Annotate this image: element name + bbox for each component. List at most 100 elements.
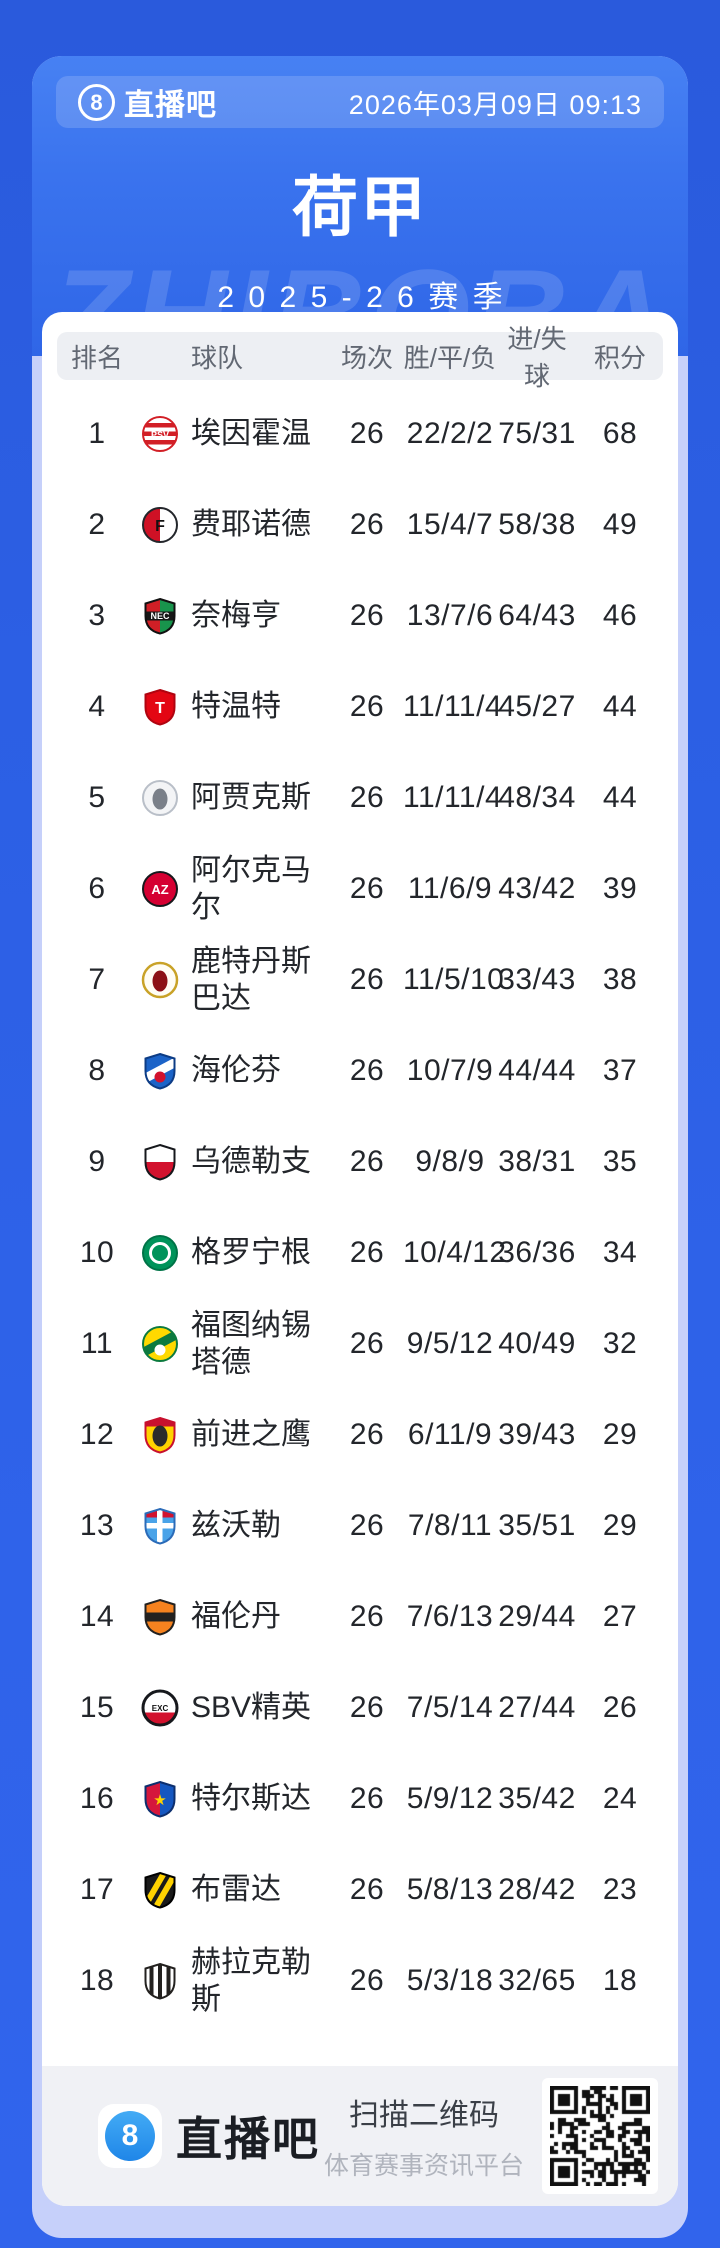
top-bar: 8 直播吧 2026年03月09日 09:13 xyxy=(56,76,664,128)
table-row[interactable]: 9 乌德勒支 26 9/8/9 38/31 35 xyxy=(42,1116,678,1207)
wdl-cell: 9/5/12 xyxy=(406,1326,494,1360)
goals-cell: 32/65 xyxy=(498,1963,576,1997)
goals-cell: 43/42 xyxy=(498,871,576,905)
team-logo-icon: EXC xyxy=(137,1689,183,1727)
brand-logo-text: 直播吧 xyxy=(124,89,217,122)
table-row[interactable]: 5 阿贾克斯 26 11/11/4 48/34 44 xyxy=(42,752,678,843)
team-logo-icon xyxy=(137,1416,183,1454)
table-row[interactable]: 1 PSV 埃因霍温 26 22/2/2 75/31 68 xyxy=(42,388,678,479)
table-row[interactable]: 7 鹿特丹斯巴达 26 11/5/10 33/43 38 xyxy=(42,934,678,1025)
goals-cell: 36/36 xyxy=(498,1235,576,1269)
team-name: 特温特 xyxy=(191,690,281,723)
table-row[interactable]: 18 赫拉克勒斯 26 5/3/18 32/65 18 xyxy=(42,1935,678,2026)
played-cell: 26 xyxy=(349,1326,385,1360)
rank-cell: 4 xyxy=(88,689,106,723)
col-rank: 排名 xyxy=(70,342,123,373)
col-wdl: 胜/平/负 xyxy=(403,342,497,373)
points-cell: 18 xyxy=(602,1963,638,1997)
footer-logo-tile: 8 xyxy=(98,2104,162,2168)
points-cell: 29 xyxy=(602,1508,638,1542)
rank-cell: 9 xyxy=(88,1144,106,1178)
rank-cell: 8 xyxy=(88,1053,106,1087)
svg-text:EXC: EXC xyxy=(152,1704,169,1713)
svg-text:F: F xyxy=(155,518,165,535)
team-name: 乌德勒支 xyxy=(191,1145,311,1178)
table-row[interactable]: 13 兹沃勒 26 7/8/11 35/51 29 xyxy=(42,1480,678,1571)
footer-brand-logo: 8 直播吧 xyxy=(98,2103,320,2169)
points-cell: 27 xyxy=(602,1599,638,1633)
footer: 8 直播吧 扫描二维码 体育赛事资讯平台 xyxy=(42,2066,678,2206)
table-row[interactable]: 11 福图纳锡塔德 26 9/5/12 40/49 32 xyxy=(42,1298,678,1389)
rank-cell: 5 xyxy=(88,780,106,814)
table-row[interactable]: 8 海伦芬 26 10/7/9 44/44 37 xyxy=(42,1025,678,1116)
rank-cell: 13 xyxy=(79,1508,115,1542)
team-name: SBV精英 xyxy=(191,1691,312,1724)
wdl-cell: 15/4/7 xyxy=(406,507,494,541)
rank-cell: 11 xyxy=(80,1326,114,1360)
table-row[interactable]: 6 AZ 阿尔克马尔 26 11/6/9 43/42 39 xyxy=(42,843,678,934)
page-title: 荷甲 xyxy=(292,170,428,244)
wdl-cell: 5/8/13 xyxy=(406,1872,494,1906)
table-row[interactable]: 2 F 费耶诺德 26 15/4/7 58/38 49 xyxy=(42,479,678,570)
team-logo-icon: F xyxy=(137,506,183,544)
wdl-cell: 5/9/12 xyxy=(406,1781,494,1815)
table-row[interactable]: 3 NEC 奈梅亨 26 13/7/6 64/43 46 xyxy=(42,570,678,661)
table-row[interactable]: 10 格罗宁根 26 10/4/12 36/36 34 xyxy=(42,1207,678,1298)
col-points: 积分 xyxy=(593,342,646,373)
goals-cell: 58/38 xyxy=(498,507,576,541)
zhibo8-logo-icon: 8 xyxy=(105,2111,155,2161)
wdl-cell: 5/3/18 xyxy=(406,1963,494,1997)
wdl-cell: 11/6/9 xyxy=(407,871,493,905)
wdl-cell: 10/4/12 xyxy=(403,1235,507,1269)
team-logo-icon: T xyxy=(137,688,183,726)
team-name: 布雷达 xyxy=(191,1873,281,1906)
rank-cell: 10 xyxy=(79,1235,115,1269)
scan-hint-text: 扫描二维码 xyxy=(348,2099,499,2132)
rank-cell: 12 xyxy=(79,1417,115,1451)
goals-cell: 29/44 xyxy=(498,1599,576,1633)
team-logo-icon xyxy=(137,1507,183,1545)
team-name: 埃因霍温 xyxy=(191,417,311,450)
zhibo8-logo-icon: 8 xyxy=(78,83,115,121)
table-row[interactable]: 15 EXC SBV精英 26 7/5/14 27/44 26 xyxy=(42,1662,678,1753)
wdl-cell: 11/5/10 xyxy=(403,962,505,996)
table-row[interactable]: 12 前进之鹰 26 6/11/9 39/43 29 xyxy=(42,1389,678,1480)
points-cell: 49 xyxy=(602,507,638,541)
table-row[interactable]: 16 ★ 特尔斯达 26 5/9/12 35/42 24 xyxy=(42,1753,678,1844)
team-name: 前进之鹰 xyxy=(191,1418,311,1451)
team-name: 海伦芬 xyxy=(191,1054,281,1087)
played-cell: 26 xyxy=(349,1235,385,1269)
played-cell: 26 xyxy=(349,1417,385,1451)
col-team: 球队 xyxy=(191,342,244,373)
table-row[interactable]: 17 布雷达 26 5/8/13 28/42 23 xyxy=(42,1844,678,1935)
goals-cell: 44/44 xyxy=(498,1053,576,1087)
played-cell: 26 xyxy=(349,507,385,541)
wdl-cell: 7/8/11 xyxy=(407,1508,493,1542)
team-logo-icon xyxy=(137,1325,183,1363)
team-logo-icon: AZ xyxy=(137,870,183,908)
goals-cell: 45/27 xyxy=(498,689,576,723)
points-cell: 34 xyxy=(602,1235,638,1269)
rank-cell: 16 xyxy=(79,1781,115,1815)
table-row[interactable]: 4 T 特温特 26 11/11/4 45/27 44 xyxy=(42,661,678,752)
played-cell: 26 xyxy=(349,1599,385,1633)
rank-cell: 7 xyxy=(88,962,106,996)
team-name: 阿尔克马尔 xyxy=(191,853,311,924)
goals-cell: 75/31 xyxy=(498,416,576,450)
points-cell: 68 xyxy=(602,416,638,450)
team-name: 鹿特丹斯巴达 xyxy=(191,944,311,1015)
rank-cell: 6 xyxy=(88,871,106,905)
wdl-cell: 13/7/6 xyxy=(406,598,494,632)
rank-cell: 2 xyxy=(88,507,106,541)
wdl-cell: 22/2/2 xyxy=(406,416,494,450)
standings-rows: 1 PSV 埃因霍温 26 22/2/2 75/31 68 2 F 费耶诺德 2… xyxy=(42,388,678,2026)
col-goals: 进/失球 xyxy=(507,324,567,391)
points-cell: 39 xyxy=(602,871,638,905)
table-row[interactable]: 14 福伦丹 26 7/6/13 29/44 27 xyxy=(42,1571,678,1662)
rank-cell: 15 xyxy=(79,1690,115,1724)
blue-header-card: ZHIBOBA 8 直播吧 2026年03月09日 09:13 荷甲 2025-… xyxy=(32,56,688,356)
points-cell: 23 xyxy=(602,1872,638,1906)
svg-text:PSV: PSV xyxy=(151,430,169,440)
season-label: 2025-26赛季 xyxy=(217,281,518,314)
goals-cell: 64/43 xyxy=(498,598,576,632)
